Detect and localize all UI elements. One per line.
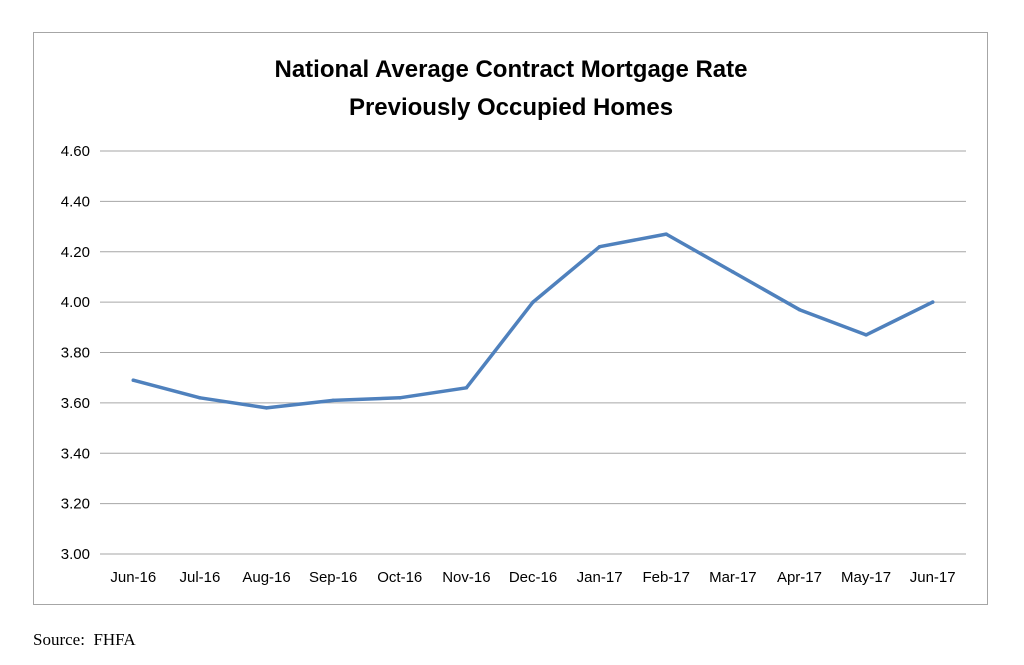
data-point-Jun-17 — [930, 300, 935, 304]
chart-title-line-1: National Average Contract Mortgage Rate — [275, 56, 748, 83]
x-tick-label: Dec-16 — [509, 569, 557, 586]
y-tick-label: 4.40 — [61, 193, 90, 210]
x-tick-label: Feb-17 — [642, 569, 690, 586]
data-point-Oct-16 — [398, 396, 402, 400]
chart-frame: National Average Contract Mortgage Rate … — [33, 32, 988, 605]
y-tick-label: 3.40 — [61, 445, 90, 462]
series-layer — [131, 232, 935, 410]
x-tick-label: Oct-16 — [377, 569, 422, 586]
x-axis-ticks: Jun-16 Jul-16 Aug-16 Sep-16 Oct-16 Nov-16 Dec-… — [110, 569, 955, 586]
line-chart: National Average Contract Mortgage Rate … — [61, 56, 966, 586]
y-tick-label: 3.60 — [61, 395, 90, 412]
data-point-May-17 — [864, 333, 868, 337]
x-tick-label: Apr-17 — [777, 569, 822, 586]
x-tick-label: Mar-17 — [709, 569, 757, 586]
y-tick-label: 4.60 — [61, 143, 90, 160]
data-point-Dec-16 — [531, 300, 535, 304]
y-tick-label: 4.00 — [61, 294, 90, 311]
y-tick-label: 3.00 — [61, 546, 90, 563]
x-tick-label: Aug-16 — [242, 569, 290, 586]
y-tick-label: 3.20 — [61, 496, 90, 513]
x-tick-label: Jul-16 — [179, 569, 220, 586]
y-tick-label: 4.20 — [61, 244, 90, 261]
data-point-Mar-17 — [731, 270, 735, 274]
source-label: Source: — [33, 630, 85, 649]
data-point-Sep-16 — [331, 398, 335, 403]
x-tick-label: Sep-16 — [309, 569, 357, 586]
x-tick-label: Jan-17 — [577, 569, 623, 586]
source-note: Source: FHFA — [33, 630, 136, 650]
data-point-Jul-16 — [198, 396, 202, 400]
source-value: FHFA — [93, 630, 136, 649]
y-tick-label: 3.80 — [61, 345, 90, 362]
data-point-Jun-16 — [131, 378, 136, 382]
gridlines — [100, 150, 966, 555]
x-tick-label: Jun-16 — [110, 569, 156, 586]
data-point-Aug-16 — [264, 406, 269, 410]
x-tick-label: May-17 — [841, 569, 891, 586]
data-point-Nov-16 — [464, 386, 469, 390]
x-tick-label: Nov-16 — [442, 569, 490, 586]
series-line-0 — [131, 232, 935, 410]
y-axis-ticks: 3.00 3.20 3.40 3.60 3.80 4.00 4.20 4.40 4.60 — [61, 143, 90, 563]
x-tick-label: Jun-17 — [910, 569, 956, 586]
data-point-Apr-17 — [797, 307, 802, 312]
data-point-Feb-17 — [664, 232, 668, 236]
chart-title-line-2: Previously Occupied Homes — [349, 94, 673, 121]
data-point-Jan-17 — [597, 244, 602, 249]
